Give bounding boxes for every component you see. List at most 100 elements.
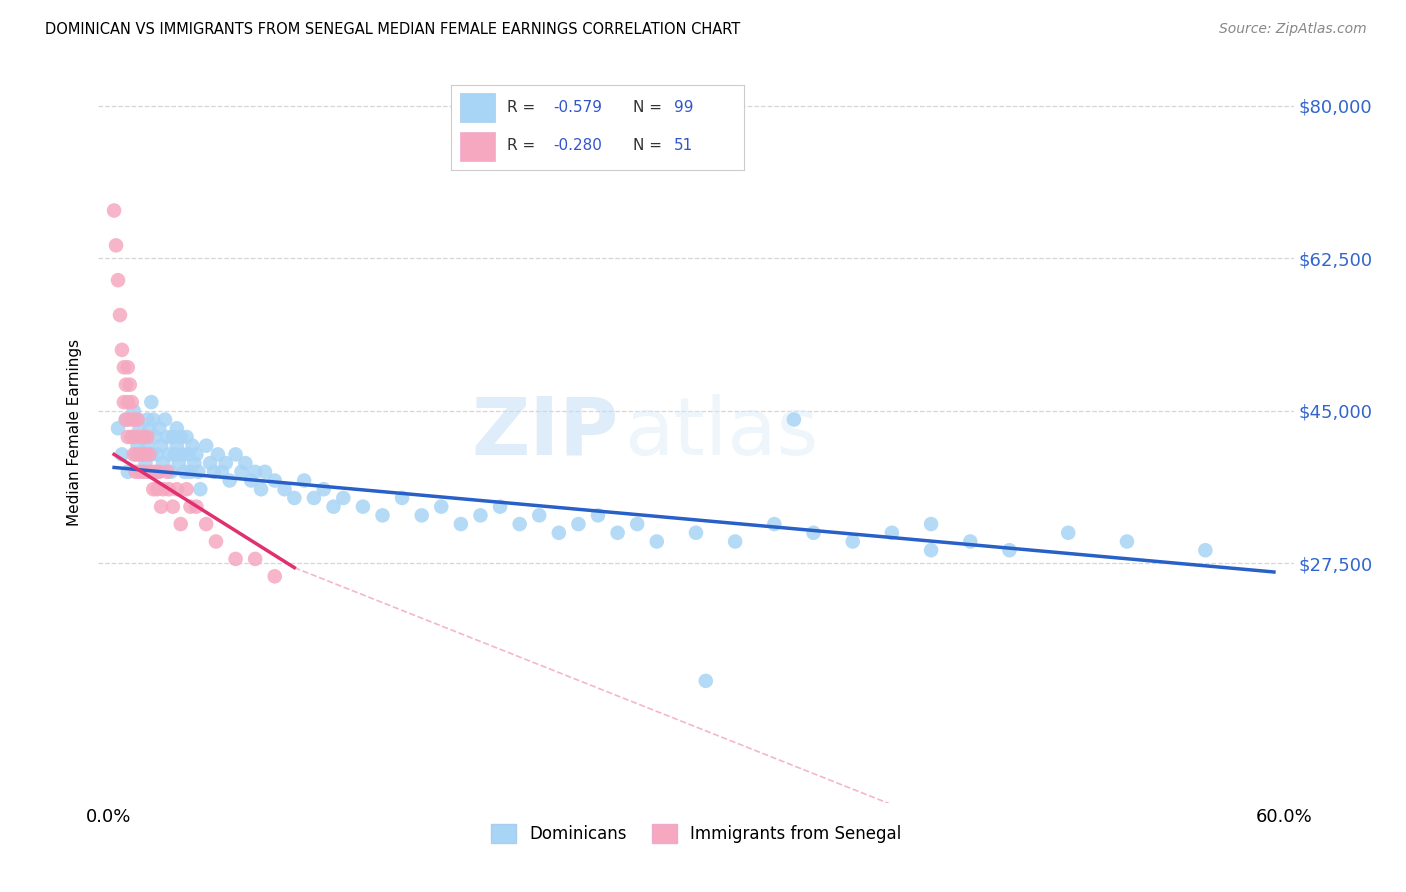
Point bbox=[763, 517, 786, 532]
Point bbox=[146, 482, 169, 496]
Point bbox=[136, 430, 159, 444]
Point bbox=[115, 412, 138, 426]
Point bbox=[176, 430, 198, 444]
Point bbox=[225, 447, 247, 461]
Text: ZIP: ZIP bbox=[471, 393, 619, 472]
Point bbox=[1057, 525, 1080, 540]
Point bbox=[112, 395, 135, 409]
Point bbox=[124, 447, 146, 461]
Point bbox=[195, 517, 218, 532]
Point bbox=[128, 430, 150, 444]
Point bbox=[117, 395, 139, 409]
Point bbox=[124, 430, 146, 444]
Point bbox=[143, 465, 166, 479]
Point bbox=[111, 343, 134, 357]
Point bbox=[131, 447, 153, 461]
Point bbox=[235, 456, 257, 470]
Point bbox=[250, 482, 273, 496]
Point bbox=[231, 465, 253, 479]
Point bbox=[136, 412, 159, 426]
Point bbox=[695, 673, 717, 688]
Point bbox=[121, 395, 143, 409]
Point bbox=[115, 412, 138, 426]
Point bbox=[198, 456, 221, 470]
Point bbox=[121, 430, 143, 444]
Point bbox=[156, 430, 179, 444]
Point bbox=[141, 395, 163, 409]
Point bbox=[920, 543, 942, 558]
Point bbox=[998, 543, 1021, 558]
Point bbox=[153, 412, 176, 426]
Point bbox=[783, 412, 806, 426]
Point bbox=[218, 474, 240, 488]
Point bbox=[121, 430, 143, 444]
Point bbox=[132, 465, 155, 479]
Point bbox=[150, 439, 173, 453]
Point bbox=[225, 552, 247, 566]
Point bbox=[105, 238, 128, 252]
Point bbox=[115, 377, 138, 392]
Point bbox=[136, 439, 159, 453]
Point bbox=[606, 525, 628, 540]
Point bbox=[371, 508, 394, 523]
Point bbox=[172, 447, 194, 461]
Point bbox=[138, 447, 160, 461]
Point bbox=[156, 465, 179, 479]
Point bbox=[202, 465, 225, 479]
Point bbox=[162, 430, 184, 444]
Point bbox=[134, 456, 156, 470]
Point bbox=[152, 456, 174, 470]
Point bbox=[685, 525, 707, 540]
Point bbox=[177, 447, 200, 461]
Point bbox=[181, 439, 204, 453]
Point bbox=[162, 500, 184, 514]
Point bbox=[128, 421, 150, 435]
Point bbox=[211, 465, 233, 479]
Point bbox=[148, 465, 170, 479]
Point bbox=[243, 552, 266, 566]
Point bbox=[567, 517, 589, 532]
Point bbox=[509, 517, 531, 532]
Point bbox=[586, 508, 609, 523]
Point bbox=[195, 439, 218, 453]
Point bbox=[273, 482, 295, 496]
Point bbox=[170, 430, 193, 444]
Point bbox=[841, 534, 863, 549]
Point bbox=[391, 491, 413, 505]
Point bbox=[132, 430, 155, 444]
Point bbox=[157, 447, 180, 461]
Point bbox=[157, 482, 180, 496]
Point bbox=[112, 360, 135, 375]
Point bbox=[880, 525, 903, 540]
Point bbox=[166, 439, 188, 453]
Point bbox=[111, 447, 134, 461]
Point bbox=[187, 465, 209, 479]
Point bbox=[724, 534, 747, 549]
Point bbox=[127, 447, 149, 461]
Point bbox=[166, 482, 188, 496]
Point bbox=[411, 508, 433, 523]
Point bbox=[107, 273, 129, 287]
Point bbox=[176, 482, 198, 496]
Point bbox=[167, 456, 190, 470]
Point bbox=[188, 482, 211, 496]
Point bbox=[170, 517, 193, 532]
Point bbox=[179, 465, 201, 479]
Point bbox=[302, 491, 325, 505]
Point bbox=[136, 465, 159, 479]
Point bbox=[118, 412, 141, 426]
Point bbox=[920, 517, 942, 532]
Point bbox=[152, 482, 174, 496]
Point bbox=[1116, 534, 1139, 549]
Point bbox=[215, 456, 238, 470]
Point bbox=[332, 491, 354, 505]
Point bbox=[122, 412, 145, 426]
Point bbox=[489, 500, 512, 514]
Point bbox=[243, 465, 266, 479]
Point bbox=[103, 203, 125, 218]
Point bbox=[186, 500, 208, 514]
Point bbox=[134, 447, 156, 461]
Point bbox=[470, 508, 492, 523]
Point bbox=[186, 447, 208, 461]
Point bbox=[122, 404, 145, 418]
